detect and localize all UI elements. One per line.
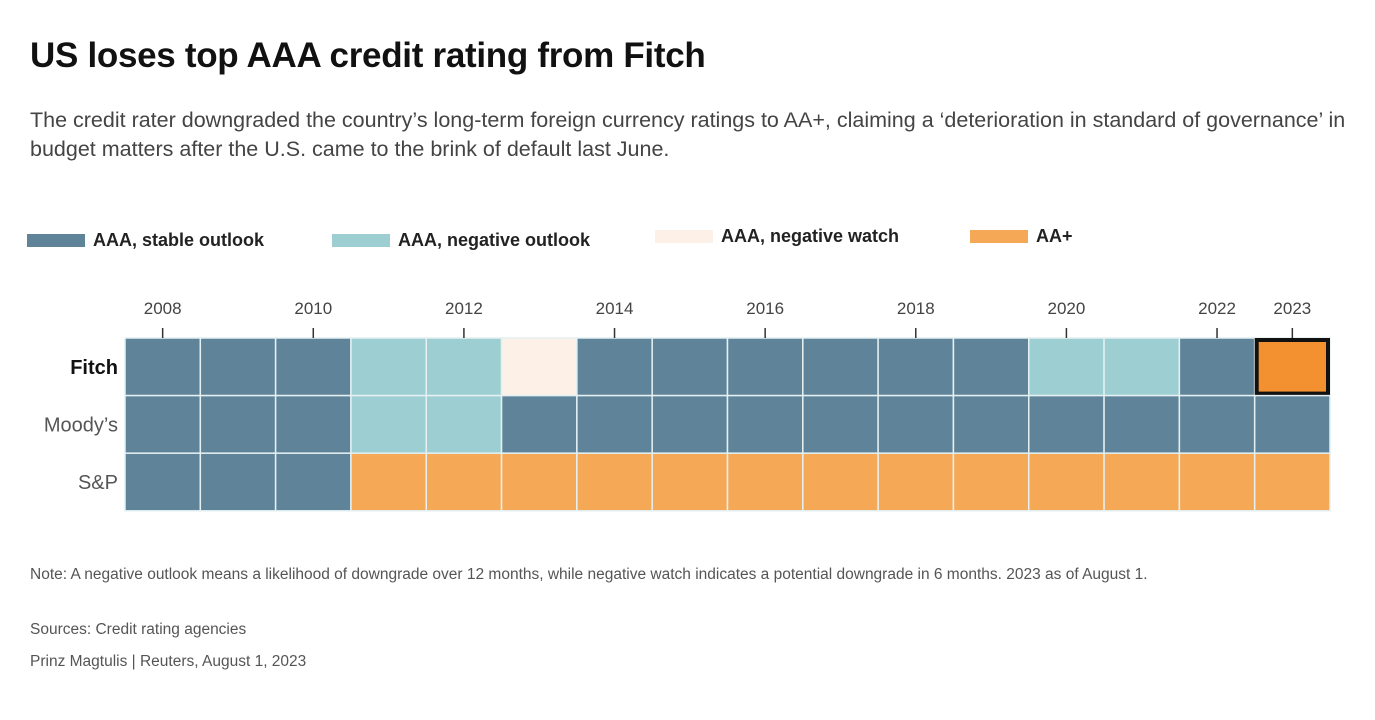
cell-sp-2012 <box>425 452 503 512</box>
legend: AAA, stable outlook AAA, negative outloo… <box>0 226 1375 254</box>
chart-subtitle: The credit rater downgraded the country’… <box>30 108 1346 161</box>
cell-fitch-2014 <box>576 337 653 397</box>
tick-label: 2010 <box>294 299 332 318</box>
cell-fitch-2009 <box>199 337 277 397</box>
legend-label: AAA, negative watch <box>721 226 900 246</box>
cell-moodys-2014 <box>576 394 653 454</box>
cell-fitch-2022 <box>1178 337 1256 397</box>
cell-sp-2020 <box>1028 452 1105 512</box>
row-label: S&P <box>78 472 118 494</box>
cell-moodys-2012 <box>425 394 503 454</box>
cell-moodys-2015 <box>651 394 729 454</box>
cell-fitch-2018 <box>877 337 955 397</box>
tick-label: 2023 <box>1273 299 1311 318</box>
cell-sp-2010 <box>274 452 352 512</box>
cell-sp-2022 <box>1178 452 1256 512</box>
cell-moodys-2011 <box>350 394 427 454</box>
cell-sp-2018 <box>877 452 955 512</box>
tick-label: 2022 <box>1198 299 1236 318</box>
cell-sp-2016 <box>726 452 804 512</box>
cell-fitch-2008 <box>124 337 202 397</box>
chart-byline: Prinz Magtulis | Reuters, August 1, 2023 <box>30 653 307 670</box>
cell-moodys-2022 <box>1178 394 1256 454</box>
cell-moodys-2010 <box>274 394 352 454</box>
cell-fitch-2010 <box>274 337 352 397</box>
legend-item-negative-watch: AAA, negative watch <box>655 226 899 247</box>
cell-moodys-2008 <box>124 394 202 454</box>
cell-fitch-2011 <box>350 337 427 397</box>
cell-sp-2023 <box>1253 452 1331 512</box>
legend-swatch <box>970 230 1028 243</box>
ratings-heatmap: Fitch Moody’s S&P 2008 2010 2012 2014 2016 2018 2… <box>44 299 1331 512</box>
row-label: Fitch <box>70 357 118 379</box>
cell-fitch-2015 <box>651 337 729 397</box>
cell-sp-2019 <box>952 452 1030 512</box>
highlight-cell <box>1254 338 1330 396</box>
row-label: Moody’s <box>44 414 118 436</box>
cell-sp-2011 <box>350 452 427 512</box>
cell-sp-2013 <box>500 452 578 512</box>
chart-title: US loses top AAA credit rating from Fitc… <box>30 36 706 75</box>
cell-fitch-2020 <box>1028 337 1105 397</box>
legend-swatch <box>332 234 390 247</box>
chart-note: Note: A negative outlook means a likelih… <box>30 566 1148 583</box>
cell-fitch-2013 <box>500 337 578 397</box>
cell-moodys-2016 <box>726 394 804 454</box>
legend-item-stable: AAA, stable outlook <box>27 230 264 251</box>
legend-label: AAA, stable outlook <box>93 230 265 250</box>
cell-moodys-2023 <box>1253 394 1331 454</box>
cell-moodys-2009 <box>199 394 277 454</box>
cell-sp-2008 <box>124 452 202 512</box>
cell-sp-2015 <box>651 452 729 512</box>
cell-fitch-2017 <box>802 337 879 397</box>
tick-label: 2014 <box>596 299 634 318</box>
cell-sp-2014 <box>576 452 653 512</box>
cell-sp-2017 <box>802 452 879 512</box>
tick-label: 2016 <box>746 299 784 318</box>
cell-fitch-2016 <box>726 337 804 397</box>
cell-fitch-2012 <box>425 337 503 397</box>
tick-label: 2012 <box>445 299 483 318</box>
legend-swatch <box>655 230 713 243</box>
cell-moodys-2013 <box>500 394 578 454</box>
cell-sp-2021 <box>1103 452 1181 512</box>
tick-label: 2020 <box>1047 299 1085 318</box>
chart-sources: Sources: Credit rating agencies <box>30 621 247 638</box>
legend-item-aa-plus: AA+ <box>970 226 1073 247</box>
cell-moodys-2019 <box>952 394 1030 454</box>
cell-fitch-2021 <box>1103 337 1181 397</box>
tick-label: 2008 <box>144 299 182 318</box>
legend-swatch <box>27 234 85 247</box>
legend-label: AAA, negative outlook <box>398 230 591 250</box>
legend-item-negative-outlook: AAA, negative outlook <box>332 230 590 251</box>
tick-label: 2018 <box>897 299 935 318</box>
cell-moodys-2021 <box>1103 394 1181 454</box>
cell-sp-2009 <box>199 452 277 512</box>
cell-fitch-2019 <box>952 337 1030 397</box>
legend-label: AA+ <box>1036 226 1073 246</box>
cell-moodys-2018 <box>877 394 955 454</box>
cell-moodys-2017 <box>802 394 879 454</box>
cell-moodys-2020 <box>1028 394 1105 454</box>
